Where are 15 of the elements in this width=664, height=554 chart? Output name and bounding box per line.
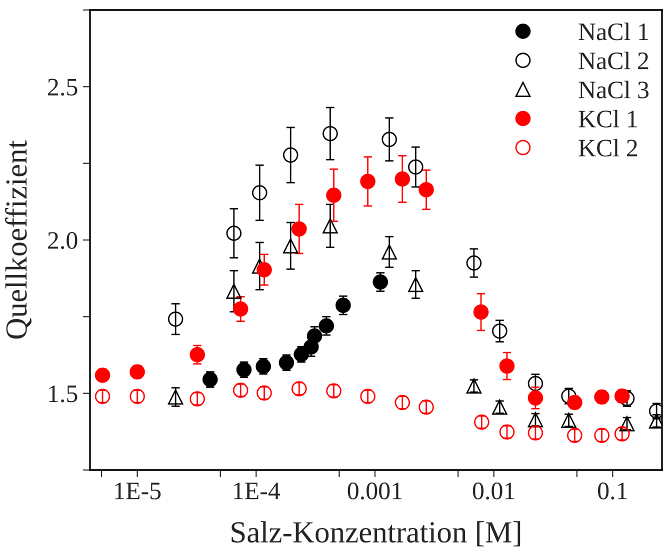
legend-label: NaCl 3 xyxy=(578,80,649,98)
x-tick-label: 1E-4 xyxy=(234,482,280,500)
y-axis-title: Quellkoeffizient xyxy=(5,140,32,339)
x-tick-label: 0.001 xyxy=(348,482,402,500)
x-axis-title: Salz-Konzentration [M] xyxy=(232,521,520,546)
legend-label: KCl 2 xyxy=(578,138,638,157)
x-tick-label: 0.01 xyxy=(472,482,514,500)
x-tick-label: 0.1 xyxy=(598,482,627,500)
legend-label: NaCl 1 xyxy=(578,22,648,40)
x-tick-label: 1E-5 xyxy=(115,482,161,500)
y-tick-label: 1.5 xyxy=(49,386,78,402)
y-tick-label: 2.0 xyxy=(48,232,78,250)
legend-label: KCl 1 xyxy=(578,110,637,128)
y-tick-label: 2.5 xyxy=(48,78,78,96)
legend-label: NaCl 2 xyxy=(578,52,648,70)
